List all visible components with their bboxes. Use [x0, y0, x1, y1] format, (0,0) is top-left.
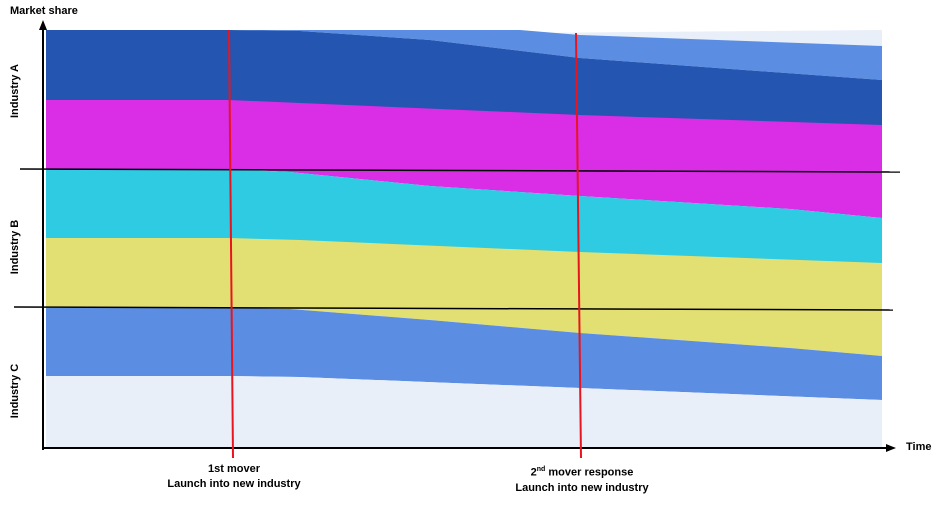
band-mid-blue-top — [229, 30, 882, 80]
divider-line-a-b — [19, 168, 901, 173]
first-mover-label: 1st mover Launch into new industry — [134, 462, 334, 492]
second-mover-marker-line — [575, 32, 582, 459]
industry-a-label: Industry A — [9, 64, 21, 118]
band-pale-blue-top — [229, 30, 882, 46]
divider-line-b-c — [13, 306, 894, 311]
x-axis-arrowhead — [886, 444, 896, 452]
band-yellow — [46, 238, 882, 356]
second-mover-label: 2nd mover response Launch into new indus… — [482, 462, 682, 496]
first-mover-label-line2: Launch into new industry — [167, 478, 301, 490]
industry-c-label: Industry C — [9, 363, 21, 419]
first-mover-marker-line — [228, 29, 234, 459]
first-mover-label-line1: 1st mover — [208, 463, 260, 475]
band-mid-blue-bottom — [46, 308, 882, 400]
band-pale-blue-bottom — [46, 376, 882, 447]
industry-b-label: Industry B — [9, 219, 21, 275]
second-mover-label-line2: Launch into new industry — [515, 481, 649, 494]
y-axis-title: Market share — [10, 5, 78, 17]
band-magenta — [46, 100, 882, 218]
second-mover-label-line1: 2nd mover response — [530, 466, 634, 479]
y-axis-arrowhead — [39, 20, 47, 30]
x-axis-title: Time — [906, 441, 932, 453]
